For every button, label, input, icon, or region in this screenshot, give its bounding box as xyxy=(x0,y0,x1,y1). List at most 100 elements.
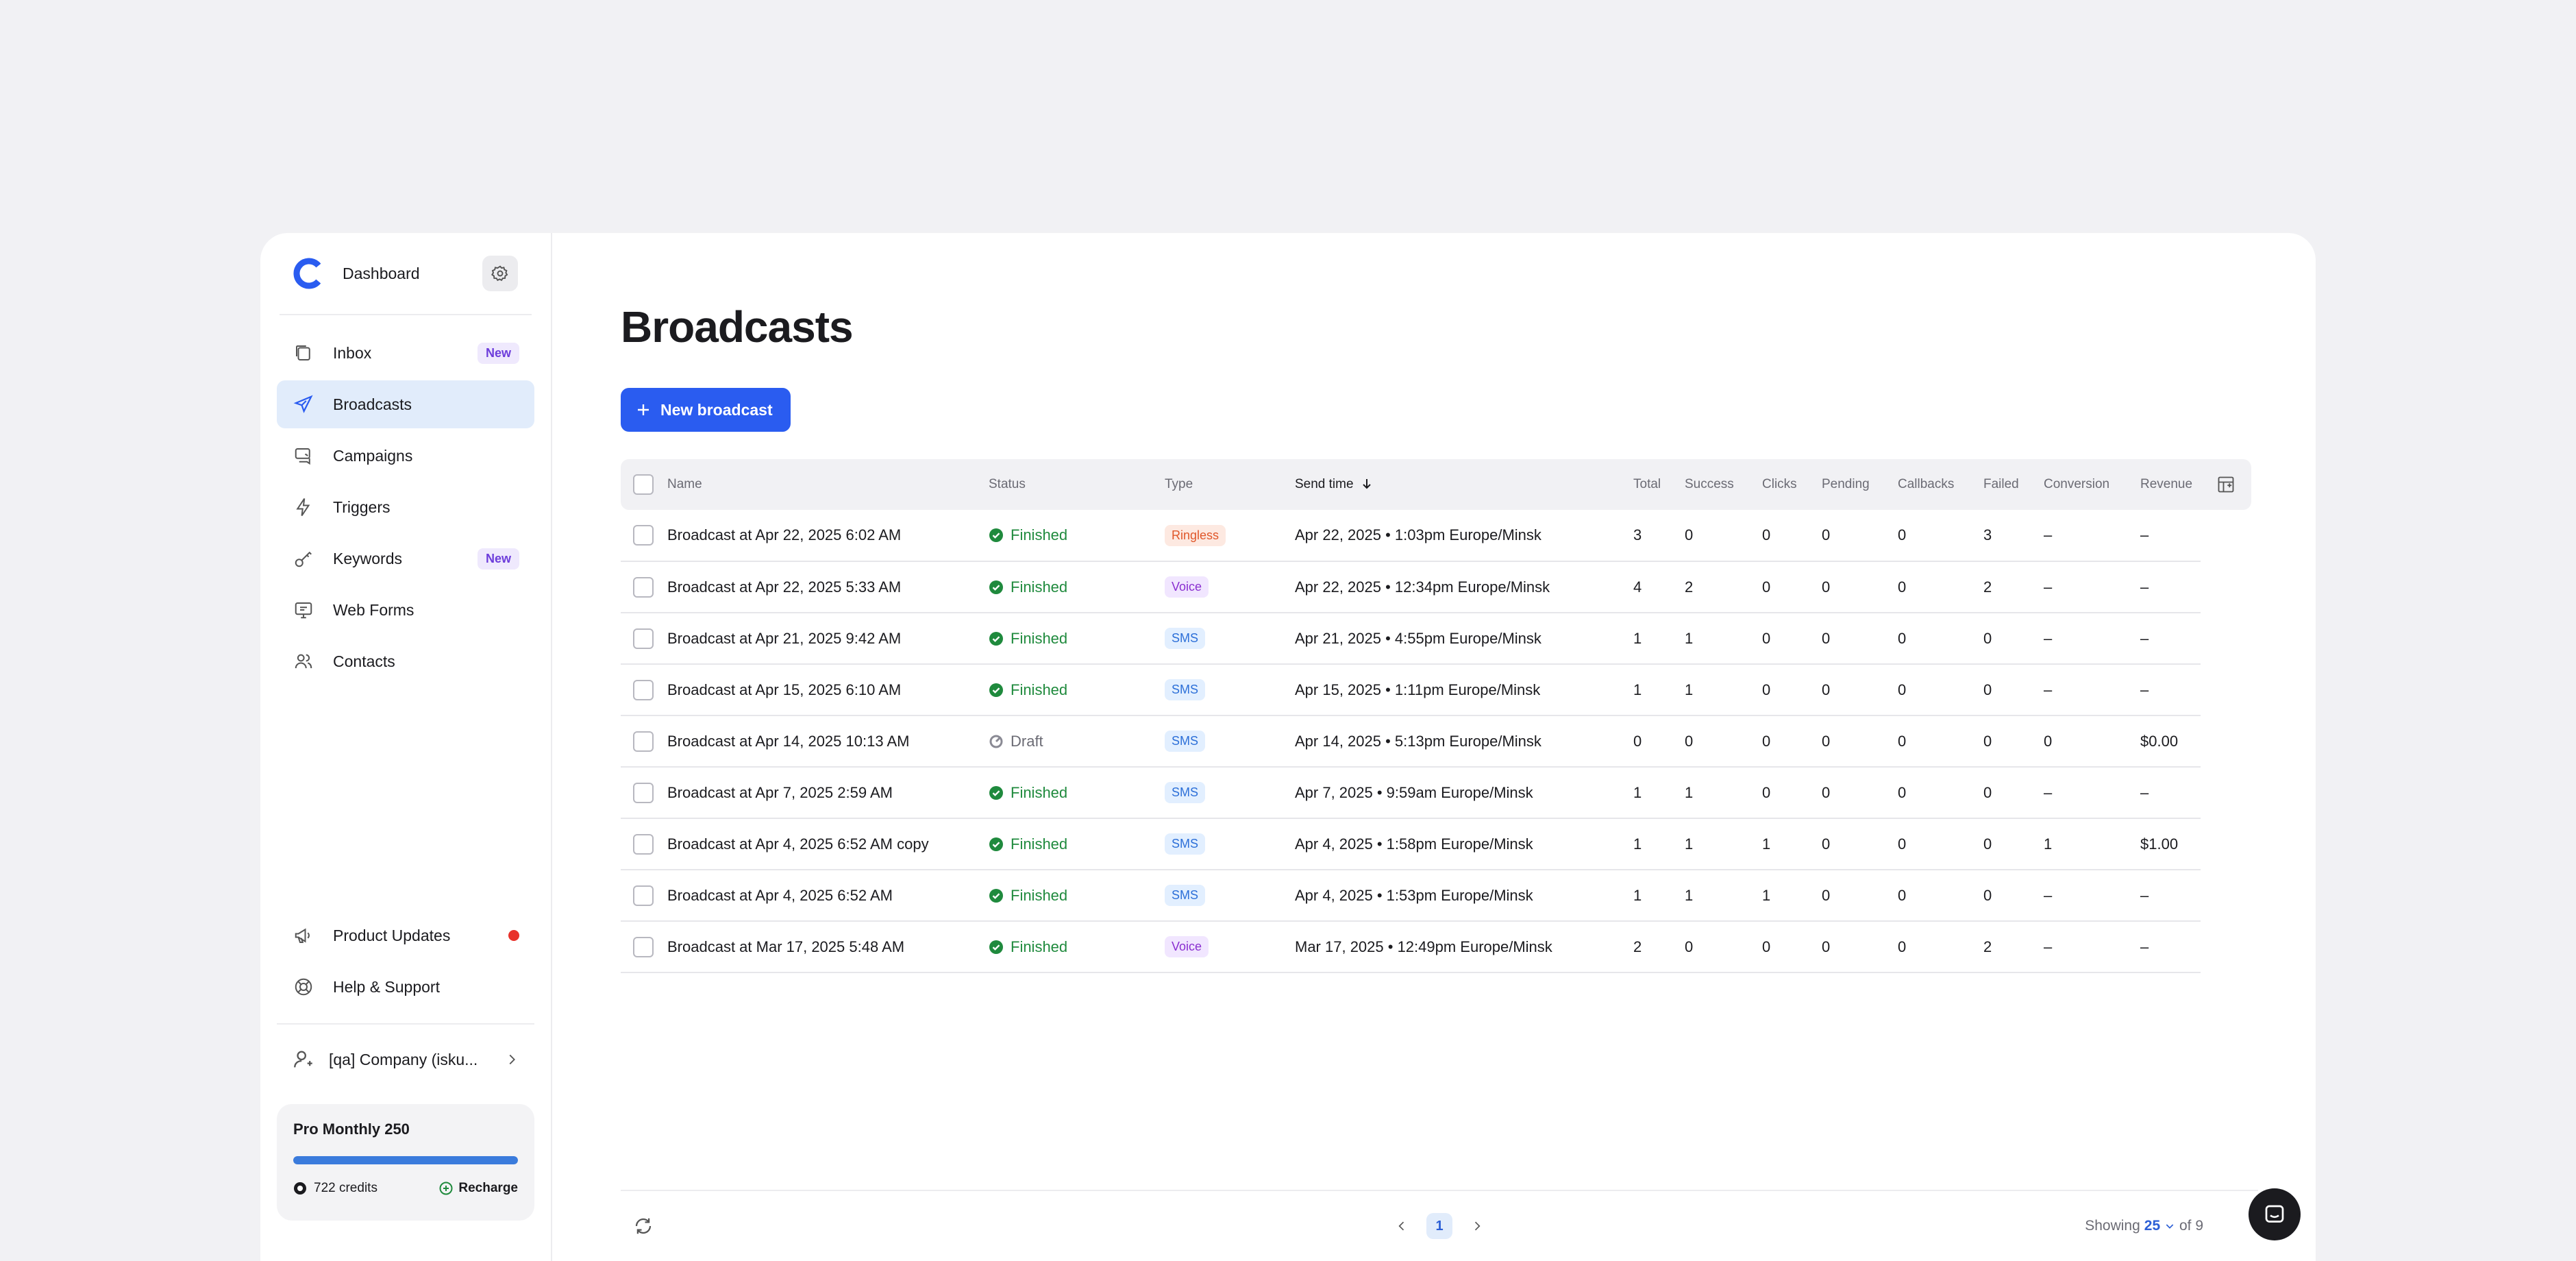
select-all-cell xyxy=(621,459,667,510)
column-header-type[interactable]: Type xyxy=(1165,477,1193,491)
type-cell: SMS xyxy=(1165,767,1295,818)
type-badge: Ringless xyxy=(1165,524,1226,546)
showing-summary: Showing 25 of 9 xyxy=(2085,1218,2203,1234)
column-header-send-time[interactable]: Send time xyxy=(1295,459,1633,510)
callbacks-cell: 0 xyxy=(1898,526,1907,543)
select-all-checkbox[interactable] xyxy=(633,474,654,495)
status-label: Draft xyxy=(1011,732,1043,750)
row-checkbox[interactable] xyxy=(633,731,654,752)
chevron-right-icon[interactable] xyxy=(1470,1219,1484,1233)
broadcast-name[interactable]: Broadcast at Apr 14, 2025 10:13 AM xyxy=(667,732,910,750)
sidebar-item-inbox[interactable]: Inbox New xyxy=(277,329,534,377)
conversion-cell: 1 xyxy=(2044,835,2053,853)
table-row[interactable]: Broadcast at Apr 14, 2025 10:13 AM Draft S… xyxy=(621,715,2201,767)
row-checkbox[interactable] xyxy=(633,833,654,855)
column-header-total[interactable]: Total xyxy=(1633,477,1661,491)
row-checkbox[interactable] xyxy=(633,576,654,598)
row-checkbox[interactable] xyxy=(633,628,654,649)
sidebar-item-label: Keywords xyxy=(333,549,402,567)
row-checkbox[interactable] xyxy=(633,679,654,700)
status-label: Finished xyxy=(1011,783,1068,801)
broadcast-name[interactable]: Broadcast at Apr 22, 2025 6:02 AM xyxy=(667,526,902,543)
failed-cell: 0 xyxy=(1983,783,1992,801)
status-label: Finished xyxy=(1011,681,1068,698)
row-select-cell xyxy=(621,510,667,561)
column-settings-button[interactable] xyxy=(2201,459,2251,510)
broadcast-name[interactable]: Broadcast at Mar 17, 2025 5:48 AM xyxy=(667,938,905,955)
check-circle-icon xyxy=(989,940,1003,954)
send-time-cell: Apr 21, 2025 • 4:55pm Europe/Minsk xyxy=(1295,629,1541,647)
chevron-left-icon[interactable] xyxy=(1395,1219,1409,1233)
table-row[interactable]: Broadcast at Apr 22, 2025 5:33 AM Finishe… xyxy=(621,561,2201,613)
failed-cell: 0 xyxy=(1983,629,1992,647)
recharge-button[interactable]: Recharge xyxy=(439,1181,518,1196)
total-cell: 1 xyxy=(1633,886,1642,904)
status-badge: Finished xyxy=(989,938,1165,956)
dashboard-label: Dashboard xyxy=(343,264,420,282)
column-header-callbacks[interactable]: Callbacks xyxy=(1898,477,1955,491)
coin-icon xyxy=(294,1182,306,1195)
broadcast-name[interactable]: Broadcast at Apr 21, 2025 9:42 AM xyxy=(667,629,902,647)
type-cell: Ringless xyxy=(1165,510,1295,561)
broadcasts-table-body: Broadcast at Apr 22, 2025 6:02 AM Finishe… xyxy=(621,510,2201,972)
row-checkbox[interactable] xyxy=(633,936,654,957)
users-icon xyxy=(292,650,315,673)
table-columns-icon xyxy=(2218,476,2234,493)
inbox-icon xyxy=(292,341,315,365)
monitor-icon xyxy=(292,598,315,622)
failed-cell: 2 xyxy=(1983,578,1992,596)
status-cell: Finished xyxy=(989,510,1165,561)
sidebar-item-keywords[interactable]: Keywords New xyxy=(277,535,534,583)
sidebar-item-product-updates[interactable]: Product Updates xyxy=(277,911,534,959)
new-broadcast-button[interactable]: New broadcast xyxy=(621,388,791,432)
table-row[interactable]: Broadcast at Apr 4, 2025 6:52 AM Finished… xyxy=(621,870,2201,921)
sidebar-item-web-forms[interactable]: Web Forms xyxy=(277,586,534,634)
table-row[interactable]: Broadcast at Mar 17, 2025 5:48 AM Finishe… xyxy=(621,921,2201,972)
company-switcher[interactable]: [qa] Company (isku... xyxy=(277,1023,534,1094)
sort-down-arrow-icon xyxy=(1363,479,1371,489)
row-checkbox[interactable] xyxy=(633,885,654,906)
table-row[interactable]: Broadcast at Apr 21, 2025 9:42 AM Finishe… xyxy=(621,613,2201,664)
column-header-failed[interactable]: Failed xyxy=(1983,477,2019,491)
send-time-cell: Apr 14, 2025 • 5:13pm Europe/Minsk xyxy=(1295,732,1541,750)
status-cell: Finished xyxy=(989,664,1165,715)
column-header-conversion[interactable]: Conversion xyxy=(2044,477,2110,491)
broadcast-name[interactable]: Broadcast at Apr 15, 2025 6:10 AM xyxy=(667,681,902,698)
company-name: [qa] Company (isku... xyxy=(329,1050,478,1068)
column-header-name[interactable]: Name xyxy=(667,477,702,491)
page-number-button[interactable]: 1 xyxy=(1426,1213,1452,1239)
broadcast-name[interactable]: Broadcast at Apr 4, 2025 6:52 AM xyxy=(667,886,893,904)
type-cell: Voice xyxy=(1165,561,1295,613)
column-header-clicks[interactable]: Clicks xyxy=(1762,477,1797,491)
column-header-status[interactable]: Status xyxy=(989,477,1026,491)
table-row[interactable]: Broadcast at Apr 7, 2025 2:59 AM Finished… xyxy=(621,767,2201,818)
plus-icon xyxy=(638,404,649,415)
broadcast-name[interactable]: Broadcast at Apr 7, 2025 2:59 AM xyxy=(667,783,893,801)
conversion-cell: – xyxy=(2044,938,2053,955)
settings-button[interactable] xyxy=(482,256,518,291)
sidebar-item-help-support[interactable]: Help & Support xyxy=(277,963,534,1011)
table-row[interactable]: Broadcast at Apr 4, 2025 6:52 AM copy Fin… xyxy=(621,818,2201,870)
new-badge: New xyxy=(477,548,519,570)
table-row[interactable]: Broadcast at Apr 15, 2025 6:10 AM Finishe… xyxy=(621,664,2201,715)
sidebar-item-campaigns[interactable]: Campaigns xyxy=(277,432,534,480)
dashboard-link[interactable]: Dashboard xyxy=(280,233,532,315)
send-time-header-label: Send time xyxy=(1295,477,1354,491)
column-header-success[interactable]: Success xyxy=(1685,477,1734,491)
table-row[interactable]: Broadcast at Apr 22, 2025 6:02 AM Finishe… xyxy=(621,510,2201,561)
row-checkbox[interactable] xyxy=(633,782,654,803)
chat-launcher-button[interactable] xyxy=(2249,1188,2301,1240)
broadcast-name[interactable]: Broadcast at Apr 22, 2025 5:33 AM xyxy=(667,578,902,596)
per-page-select[interactable]: 25 xyxy=(2144,1218,2175,1234)
refresh-icon[interactable] xyxy=(633,1216,654,1236)
row-checkbox[interactable] xyxy=(633,525,654,546)
column-header-revenue[interactable]: Revenue xyxy=(2140,477,2193,491)
status-label: Finished xyxy=(1011,578,1068,596)
send-time-cell: Apr 22, 2025 • 1:03pm Europe/Minsk xyxy=(1295,526,1541,543)
row-select-cell xyxy=(621,818,667,870)
broadcast-name[interactable]: Broadcast at Apr 4, 2025 6:52 AM copy xyxy=(667,835,929,853)
sidebar-item-contacts[interactable]: Contacts xyxy=(277,637,534,685)
sidebar-item-triggers[interactable]: Triggers xyxy=(277,483,534,531)
sidebar-item-broadcasts[interactable]: Broadcasts xyxy=(277,380,534,428)
column-header-pending[interactable]: Pending xyxy=(1822,477,1870,491)
